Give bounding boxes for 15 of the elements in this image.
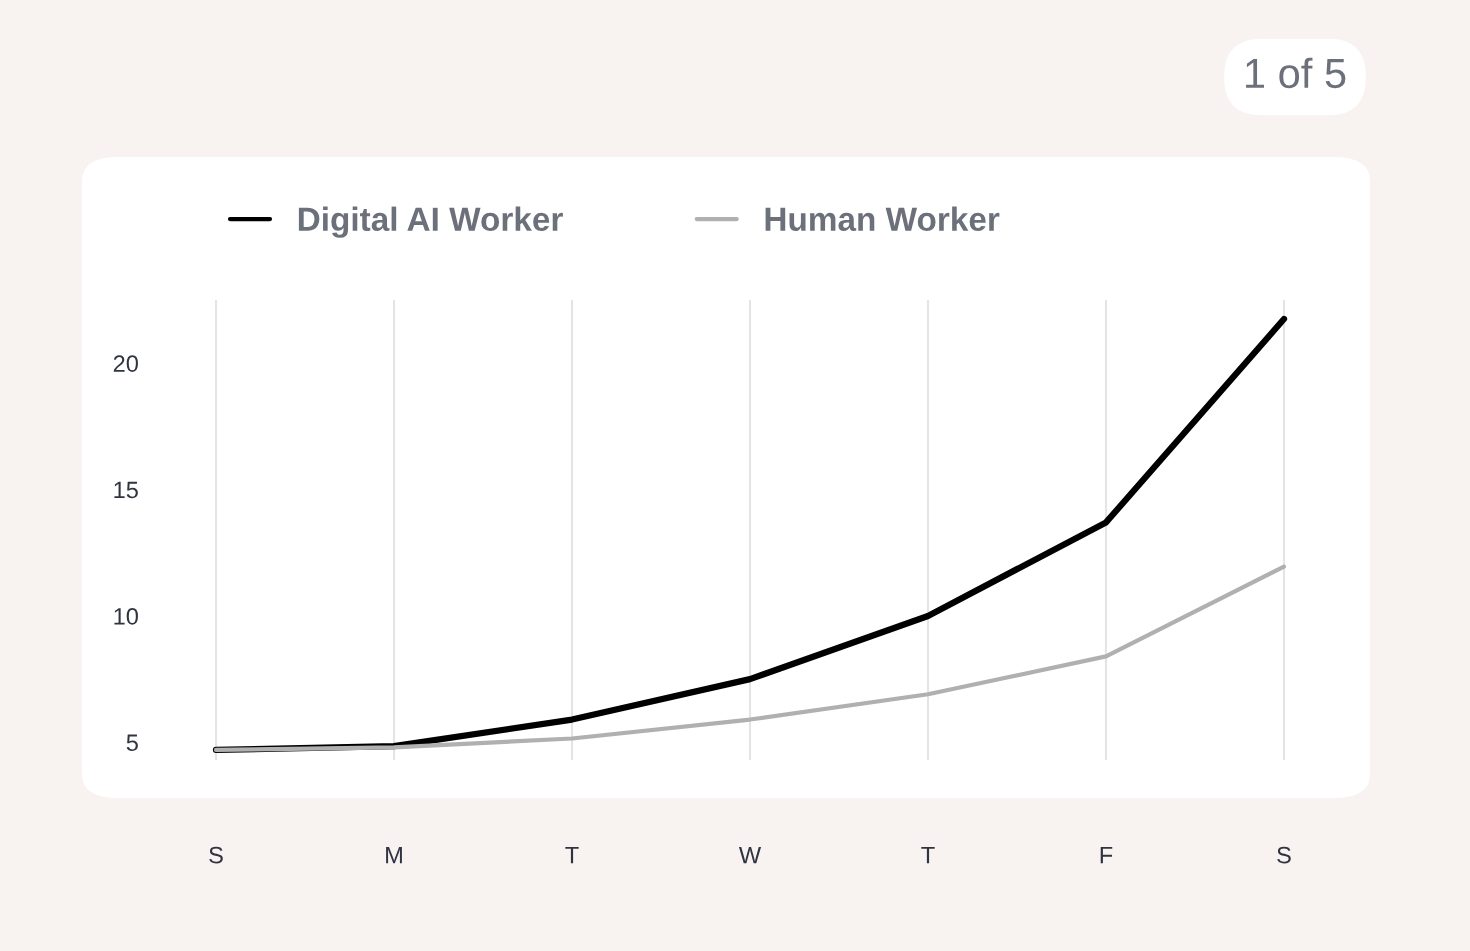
x-tick-label: S — [1277, 846, 1291, 864]
x-tick-label: T — [921, 846, 935, 864]
line-series — [213, 564, 1287, 752]
text: 1 of 5 — [1246, 57, 1346, 89]
legend-label: Human Worker — [765, 206, 1000, 232]
legend-label: Digital AI Worker — [298, 206, 563, 238]
x-tick-label: T — [565, 846, 579, 864]
y-tick-label: 15 — [114, 481, 138, 499]
y-tick-label: 5 — [126, 734, 138, 752]
y-tick-label: 10 — [114, 608, 138, 625]
y-tick-label: 20 — [113, 355, 138, 372]
x-tick-label: S — [209, 846, 223, 864]
x-tick-label: M — [386, 846, 402, 864]
x-tick-label: F — [1100, 846, 1113, 864]
x-tick-label: W — [738, 846, 762, 864]
